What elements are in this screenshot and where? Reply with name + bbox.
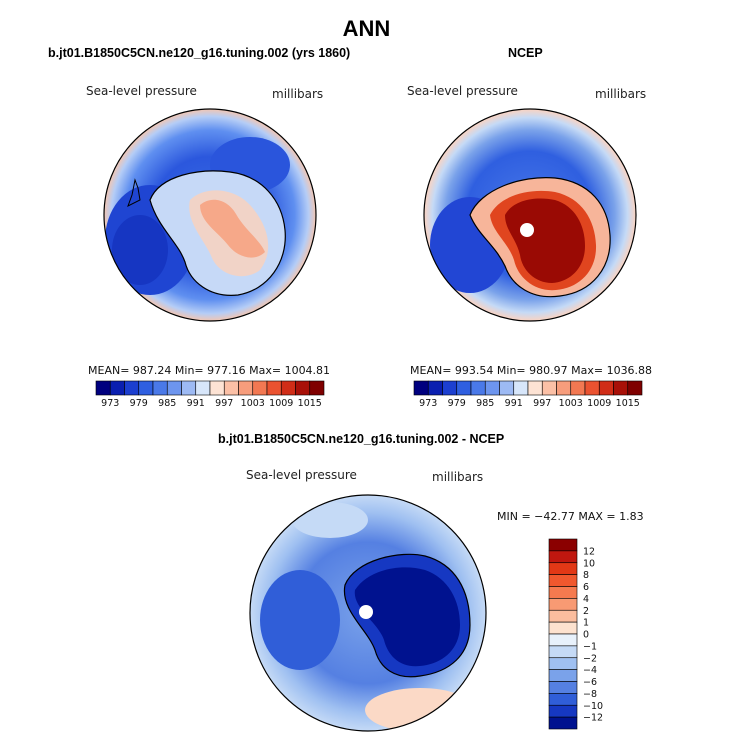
colorbar-swatch (548, 550, 578, 564)
colorbar-tick-label: 1015 (298, 398, 322, 409)
colorbar-swatch (309, 380, 325, 396)
colorbar-swatch (456, 380, 472, 396)
colorbar-swatch (280, 380, 296, 396)
colorbar-swatch (470, 380, 486, 396)
colorbar-swatch (124, 380, 140, 396)
colorbar-swatch (548, 609, 578, 623)
panel-2-variable-label: Sea-level pressure (407, 84, 518, 98)
colorbar-tick-label: 997 (533, 398, 551, 409)
panel-3-title: b.jt01.B1850C5CN.ne120_g16.tuning.002 - … (218, 432, 505, 446)
colorbar-swatch (95, 380, 111, 396)
colorbar-swatch (238, 380, 254, 396)
colorbar-tick-label: 1 (583, 618, 589, 629)
colorbar-tick-label: 1003 (241, 398, 265, 409)
panel-2-stats: MEAN= 993.54 Min= 980.97 Max= 1036.88 (410, 364, 653, 377)
colorbar-swatch (548, 538, 578, 552)
colorbar-swatch (513, 380, 529, 396)
colorbar-swatch (499, 380, 515, 396)
colorbar-tick-label: 8 (583, 570, 589, 581)
colorbar-swatch (166, 380, 182, 396)
colorbar-swatch (598, 380, 614, 396)
colorbar-swatch (548, 621, 578, 635)
panel-3-units-label: millibars (432, 470, 484, 484)
colorbar-swatch (413, 380, 429, 396)
colorbar-swatch (570, 380, 586, 396)
colorbar-tick-label: 979 (448, 398, 466, 409)
colorbar-swatch (613, 380, 629, 396)
figure-title: ANN (342, 16, 391, 41)
colorbar-tick-label: 1009 (269, 398, 293, 409)
colorbar-swatch (442, 380, 458, 396)
colorbar-tick-label: 979 (130, 398, 148, 409)
colorbar-tick-label: 6 (583, 582, 589, 593)
panel-2-title: NCEP (508, 46, 543, 60)
colorbar-tick-label: −2 (583, 653, 597, 664)
colorbar-tick-label: −6 (583, 677, 597, 688)
colorbar-swatch (541, 380, 557, 396)
colorbar-tick-label: −12 (583, 713, 603, 724)
colorbar-swatch (548, 704, 578, 718)
panel-1-variable-label: Sea-level pressure (86, 84, 197, 98)
colorbar-tick-label: 997 (215, 398, 233, 409)
colorbar-swatch (484, 380, 500, 396)
colorbar-tick-label: 991 (505, 398, 523, 409)
colorbar-tick-label: −4 (583, 665, 597, 676)
pole-marker-icon (359, 605, 373, 619)
colorbar-swatch (548, 562, 578, 575)
colorbar-swatch (109, 380, 125, 396)
colorbar-swatch (548, 669, 578, 682)
colorbar-tick-label: −10 (583, 701, 603, 712)
colorbar-tick-label: 991 (187, 398, 205, 409)
colorbar-tick-label: 973 (419, 398, 437, 409)
colorbar-swatch (195, 380, 211, 396)
pole-marker-icon (520, 223, 534, 237)
colorbar-panel-2: 973 979 985 991 997 1003 1009 1015 (413, 380, 643, 409)
panel-3-stats: MIN = −42.77 MAX = 1.83 (497, 510, 644, 523)
colorbar-tick-label: 10 (583, 558, 595, 569)
colorbar-swatch (548, 574, 578, 587)
colorbar-swatch (548, 657, 578, 670)
colorbar-swatch (295, 380, 311, 396)
colorbar-tick-label: 12 (583, 546, 595, 557)
panel-1-units-label: millibars (272, 87, 324, 101)
colorbar-swatch (527, 380, 543, 396)
colorbar-tick-label: 4 (583, 594, 589, 605)
colorbar-swatch (252, 380, 268, 396)
colorbar-swatch (266, 380, 282, 396)
colorbar-tick-label: 985 (476, 398, 494, 409)
colorbar-tick-label: 1015 (616, 398, 640, 409)
colorbar-tick-label: −8 (583, 689, 597, 700)
colorbar-swatch (627, 380, 643, 396)
colorbar-swatch (138, 380, 154, 396)
colorbar-swatch (556, 380, 572, 396)
colorbar-swatch (548, 633, 578, 647)
colorbar-swatch (584, 380, 600, 396)
panel-2-units-label: millibars (595, 87, 647, 101)
colorbar-panel-1: 973 979 985 991 997 1003 1009 1015 (95, 380, 325, 409)
colorbar-tick-label: 985 (158, 398, 176, 409)
colorbar-tick-label: 2 (583, 606, 589, 617)
colorbar-tick-label: 1003 (559, 398, 583, 409)
panel-1-title: b.jt01.B1850C5CN.ne120_g16.tuning.002 (y… (48, 46, 351, 60)
colorbar-swatch (152, 380, 168, 396)
colorbar-tick-label: −1 (583, 641, 597, 652)
colorbar-tick-label: 0 (583, 630, 589, 641)
colorbar-swatch (427, 380, 443, 396)
colorbar-tick-label: 1009 (587, 398, 611, 409)
colorbar-swatch (548, 598, 578, 611)
colorbar-swatch (548, 645, 578, 659)
colorbar-swatch (181, 380, 197, 396)
colorbar-swatch (548, 693, 578, 706)
colorbar-swatch (548, 681, 578, 694)
colorbar-swatch (209, 380, 225, 396)
colorbar-swatch (548, 586, 578, 599)
colorbar-swatch (223, 380, 239, 396)
colorbar-tick-label: 973 (101, 398, 119, 409)
panel-1-stats: MEAN= 987.24 Min= 977.16 Max= 1004.81 (88, 364, 331, 377)
panel-3-variable-label: Sea-level pressure (246, 468, 357, 482)
colorbar-swatch (548, 716, 578, 730)
